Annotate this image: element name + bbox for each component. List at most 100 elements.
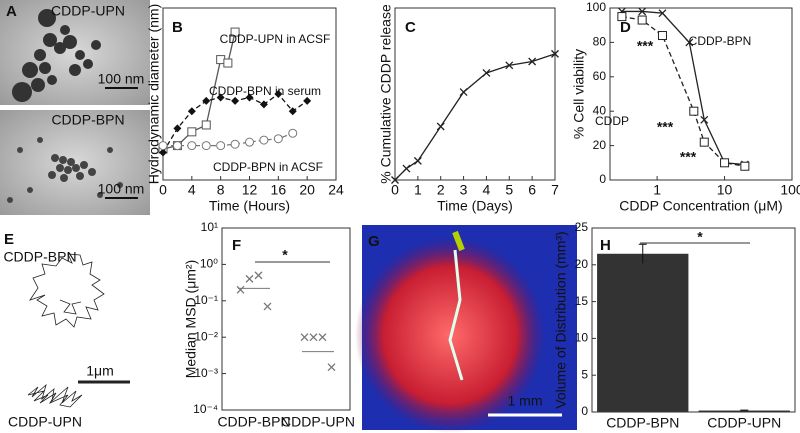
y-axis-label: % Cumulative CDDP release — [378, 4, 394, 184]
x-axis-label: Time (Days) — [437, 198, 513, 214]
marker — [391, 176, 399, 184]
image-label: CDDP-UPN — [8, 414, 82, 430]
annotation: * — [282, 247, 288, 263]
marker — [436, 122, 445, 131]
plot-frame — [221, 227, 351, 411]
marker — [201, 120, 211, 130]
marker — [551, 49, 559, 58]
marker — [327, 363, 336, 372]
y-axis-label: Hydrodynamic diameter (nm) — [146, 4, 162, 185]
marker — [637, 15, 647, 25]
x-axis-label: Time (Hours) — [209, 198, 290, 214]
x-tick-label: CDDP-UPN — [707, 415, 781, 431]
x-tick-label: 8 — [217, 182, 225, 198]
marker — [245, 274, 254, 283]
y-tick-label: 60 — [593, 69, 607, 83]
annotation: *** — [680, 149, 697, 165]
y-tick-label: 100 — [586, 0, 606, 14]
marker — [172, 141, 182, 151]
marker — [685, 38, 694, 47]
annotation: * — [697, 229, 703, 245]
y-tick-label: 80 — [593, 35, 607, 49]
marker — [413, 156, 422, 165]
microscopy-image — [355, 225, 577, 433]
x-tick-label: 10 — [717, 182, 733, 198]
marker — [459, 88, 468, 97]
x-tick-label: 16 — [271, 182, 287, 198]
marker — [216, 93, 225, 102]
x-tick-label: 12 — [242, 182, 258, 198]
y-tick-label: 10¹ — [201, 220, 218, 234]
marker — [158, 141, 168, 151]
marker — [699, 137, 709, 147]
image-label: 100 nm — [98, 71, 145, 87]
marker — [617, 12, 627, 22]
marker — [263, 302, 272, 311]
error-bar — [638, 243, 647, 264]
marker — [254, 271, 263, 280]
y-tick-label: 10 — [575, 331, 589, 345]
marker — [231, 96, 240, 105]
marker — [187, 107, 196, 116]
plot-frame — [591, 227, 796, 413]
marker — [720, 158, 730, 168]
y-tick-label: 15 — [575, 294, 589, 308]
image-label: CDDP-BPN — [3, 249, 76, 265]
marker — [230, 27, 240, 37]
image-label: 1μm — [86, 363, 114, 379]
x-tick-label: 20 — [299, 182, 315, 198]
x-tick-label: 2 — [437, 182, 445, 198]
x-tick-label: 6 — [528, 182, 536, 198]
series-label: CDDP-BPN — [689, 34, 752, 48]
marker — [259, 100, 268, 109]
plot-frame — [609, 7, 793, 181]
marker — [201, 141, 211, 151]
marker — [318, 333, 327, 342]
y-tick-label: 40 — [593, 103, 607, 117]
marker — [740, 161, 750, 171]
marker — [216, 141, 226, 151]
panel-label: A — [6, 3, 17, 20]
y-tick-label: 10⁻³ — [194, 366, 218, 380]
x-tick-label: 4 — [188, 182, 196, 198]
series-label: CDDP-UPN in ACSF — [220, 32, 331, 46]
y-tick-label: 25 — [575, 220, 589, 234]
panel-label: H — [600, 237, 611, 254]
series-line — [394, 53, 556, 181]
panel-label: E — [4, 231, 14, 248]
marker — [309, 333, 318, 342]
x-tick-label: 7 — [551, 182, 559, 198]
bar — [597, 253, 689, 412]
panel-label: G — [368, 233, 380, 250]
x-tick-label: 24 — [328, 182, 344, 198]
y-tick-label: 10⁻⁴ — [193, 402, 218, 416]
plot-frame — [394, 7, 556, 181]
y-tick-label: 0 — [599, 172, 606, 186]
panel-label: F — [232, 237, 241, 254]
y-axis-label: Median MSD (μm²) — [183, 260, 199, 379]
series-line — [163, 132, 293, 147]
y-tick-label: 10⁻¹ — [194, 293, 218, 307]
x-tick-label: 5 — [505, 182, 513, 198]
series-label: CDDP — [595, 114, 629, 128]
y-axis-label: Volume of Distribution (mm³) — [553, 231, 569, 408]
marker — [303, 96, 312, 105]
y-tick-label: 10⁻² — [194, 329, 218, 343]
marker — [689, 106, 699, 116]
image-label: CDDP-BPN — [51, 112, 124, 128]
marker — [273, 134, 283, 144]
y-tick-label: 20 — [575, 257, 589, 271]
marker — [300, 333, 309, 342]
image-label: CDDP-UPN — [51, 3, 125, 19]
x-tick-label: CDDP-UPN — [281, 414, 355, 430]
x-axis-label: CDDP Concentration (μM) — [619, 198, 782, 214]
marker — [657, 31, 667, 41]
x-tick-label: 4 — [483, 182, 491, 198]
y-tick-label: 10⁰ — [200, 257, 218, 271]
panel-label: D — [620, 19, 631, 36]
x-tick-label: 1 — [653, 182, 661, 198]
annotation: *** — [657, 119, 674, 135]
marker — [274, 90, 283, 98]
x-tick-label: 3 — [460, 182, 468, 198]
